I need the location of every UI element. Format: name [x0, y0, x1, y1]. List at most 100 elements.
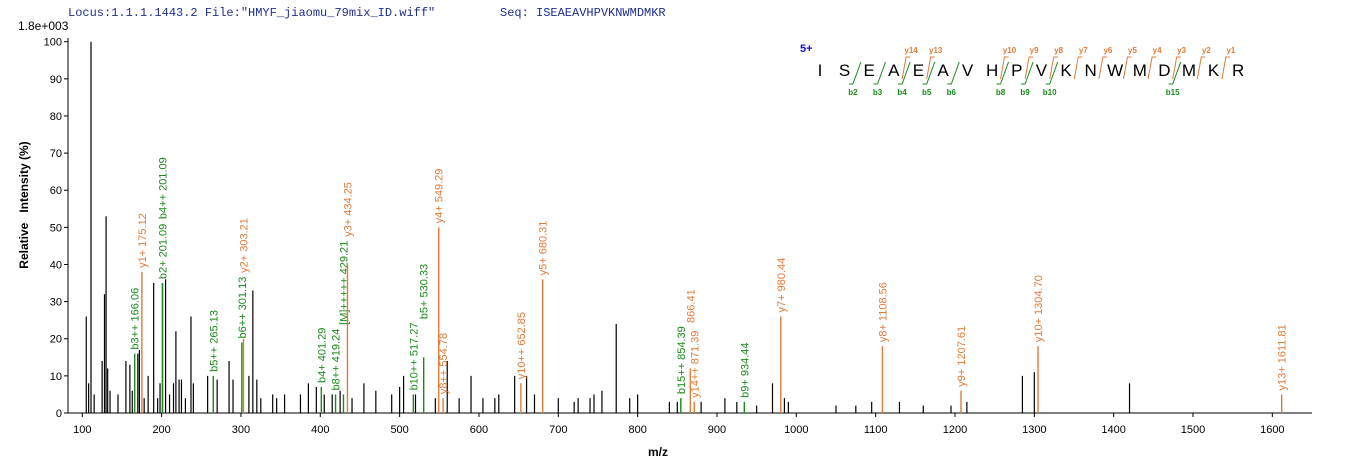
x-tick-label: 500 — [390, 424, 408, 436]
x-tick-label: 400 — [311, 424, 329, 436]
b-cleavage — [996, 61, 1009, 85]
y-cleavage — [1024, 56, 1034, 80]
y-ion-label: y1 — [1226, 46, 1235, 55]
y-ion-label: y2 — [1202, 46, 1211, 55]
peak-label: y1+ 175.12 — [137, 213, 149, 268]
locus-header: Locus:1.1.1.1443.2 File:"HMYF_jiaomu_79m… — [68, 6, 435, 20]
residue: E — [864, 61, 875, 80]
residue: D — [1158, 61, 1170, 80]
y-tick-label: 60 — [50, 185, 62, 197]
b-cleavage — [1021, 61, 1034, 85]
y-ion-label: y8 — [1054, 46, 1063, 55]
residue: M — [1133, 61, 1147, 80]
residue: N — [1084, 61, 1096, 80]
peak-label: y4+ 549.29 — [434, 169, 446, 224]
peak-label: b5++ 265.13 — [208, 310, 220, 372]
peak-label: b5+ 530.33 — [419, 264, 431, 319]
y-tick-label: 10 — [50, 371, 62, 383]
x-tick-label: 1600 — [1260, 424, 1284, 436]
x-tick-label: 1200 — [943, 424, 967, 436]
x-tick-label: 1100 — [864, 424, 888, 436]
y-cleavage — [1196, 56, 1206, 80]
peak-label: y9+ 1207.61 — [956, 326, 968, 387]
peak-label: b8++ 419.24 — [331, 329, 343, 391]
y-tick-label: 80 — [50, 111, 62, 123]
b-cleavage — [947, 61, 960, 85]
charge-label: 5+ — [800, 43, 813, 55]
residue: V — [1036, 61, 1048, 80]
b-cleavage — [848, 61, 862, 85]
b-cleavage — [873, 61, 886, 85]
x-tick-label: 600 — [470, 424, 488, 436]
b-ion-label: b9 — [1020, 88, 1030, 97]
b-cleavage — [898, 61, 911, 85]
peak-label: y7+ 980.44 — [776, 258, 788, 313]
b-ion-label: b3 — [873, 88, 883, 97]
residue: K — [1208, 61, 1220, 80]
residue: R — [1232, 61, 1244, 80]
residue: A — [888, 61, 900, 80]
residue: H — [986, 61, 998, 80]
y-tick-label: 40 — [50, 259, 62, 271]
peak-label: b9+ 934.44 — [739, 342, 751, 397]
peak-label: [M]+++++ 429.21 — [338, 241, 350, 325]
y-ion-label: y6 — [1103, 46, 1112, 55]
y-cleavage — [926, 56, 935, 80]
peak-label: y2+ 303.21 — [239, 218, 251, 273]
y-cleavage — [1000, 56, 1009, 80]
residue: M — [1182, 61, 1196, 80]
peak-label: b4++ 201.09 — [157, 157, 169, 219]
y-cleavage — [1221, 56, 1230, 80]
residue: V — [962, 61, 974, 80]
peak-label: y10++ 652.85 — [516, 312, 528, 379]
b-ion-label: b5 — [922, 88, 932, 97]
x-tick-label: 1300 — [1022, 424, 1046, 436]
b-cleavage — [1168, 61, 1182, 85]
y-ion-label: y4 — [1153, 46, 1162, 55]
peak-label: b6++ 301.13 — [237, 277, 249, 339]
x-tick-label: 700 — [549, 424, 567, 436]
peak-label: 866.41 — [685, 289, 697, 323]
y-ion-label: y5 — [1128, 46, 1137, 55]
b-cleavage — [922, 61, 936, 85]
x-tick-label: 100 — [73, 424, 91, 436]
y-axis-label: Relative Intensity (%) — [17, 141, 31, 268]
residue: S — [839, 61, 850, 80]
residue: W — [1107, 61, 1123, 80]
y-tick-label: 100 — [44, 37, 62, 49]
peak-label: y13+ 1611.81 — [1277, 324, 1289, 390]
peak-label: y3+ 434.25 — [342, 182, 354, 237]
y-cleavage — [1049, 56, 1058, 80]
x-tick-label: 1400 — [1101, 424, 1125, 436]
x-tick-label: 900 — [708, 424, 726, 436]
peak-label: b3++ 166.06 — [130, 288, 142, 350]
b-ion-label: b8 — [996, 88, 1006, 97]
y-ion-label: y14 — [904, 46, 918, 55]
x-tick-label: 1000 — [784, 424, 808, 436]
peak-label: b4+ 401.29 — [316, 328, 328, 383]
x-axis-label: m/z — [648, 445, 668, 459]
b-ion-label: b6 — [947, 88, 957, 97]
peak-label: y5+ 680.31 — [538, 221, 550, 276]
x-tick-label: 300 — [232, 424, 250, 436]
y-cleavage — [1147, 56, 1157, 80]
peak-label: y10+ 1304.70 — [1033, 275, 1045, 342]
x-tick-label: 1500 — [1181, 424, 1205, 436]
b-ion-label: b15 — [1166, 88, 1180, 97]
y-ion-label: y7 — [1079, 46, 1088, 55]
y-tick-label: 90 — [50, 74, 62, 86]
y-ion-label: y10 — [1003, 46, 1017, 55]
y-tick-label: 20 — [50, 334, 62, 346]
b-ion-label: b2 — [848, 88, 858, 97]
y-ion-label: y13 — [929, 46, 943, 55]
y-ion-label: y9 — [1030, 46, 1039, 55]
peak-label: y14++ 871.39 — [689, 331, 701, 398]
y-ion-label: y3 — [1177, 46, 1186, 55]
x-tick-label: 200 — [152, 424, 170, 436]
scale-label: 1.8e+003 — [18, 19, 69, 33]
b-cleavage — [1045, 61, 1059, 85]
b-ion-label: b10 — [1043, 88, 1057, 97]
residue: P — [1011, 61, 1022, 80]
y-tick-label: 50 — [50, 222, 62, 234]
